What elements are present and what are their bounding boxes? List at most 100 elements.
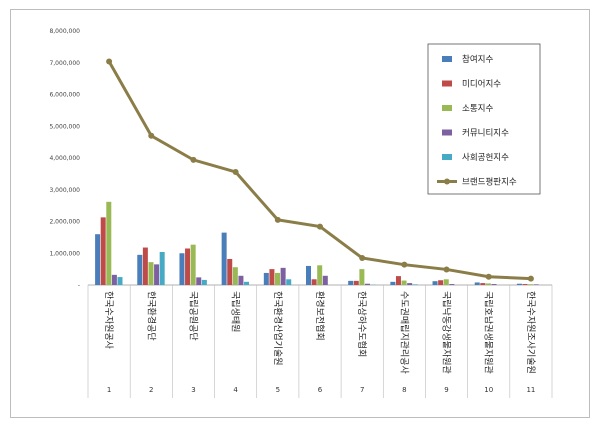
category-index-label: 2	[149, 386, 153, 394]
line-point	[485, 273, 492, 280]
legend-box	[427, 43, 541, 195]
legend-swatch	[442, 105, 452, 111]
bar	[533, 284, 539, 285]
category-name-label: 한국환경공단	[145, 291, 157, 341]
bar	[432, 281, 438, 285]
line-point	[148, 132, 155, 139]
bar	[522, 284, 528, 285]
bar	[179, 253, 185, 285]
line-point	[232, 168, 239, 175]
bar	[159, 251, 165, 285]
bar	[491, 284, 497, 285]
bar	[238, 275, 244, 285]
y-tick-label: 1,000,000	[49, 250, 80, 257]
bar	[364, 283, 370, 285]
line-point	[274, 216, 281, 223]
bar	[137, 254, 143, 285]
category-index-label: 7	[360, 386, 364, 394]
bar	[485, 283, 491, 285]
legend-swatch	[442, 129, 452, 136]
line-point	[527, 275, 534, 282]
category-index-label: 6	[318, 386, 323, 394]
bar	[201, 279, 207, 285]
bar	[286, 279, 292, 285]
legend-line-marker	[444, 178, 450, 185]
y-tick-label: 6,000,000	[49, 92, 80, 99]
bar	[359, 269, 365, 285]
bar	[227, 258, 233, 285]
bar	[95, 234, 101, 285]
category-index-label: 8	[402, 386, 406, 394]
legend-swatch	[442, 56, 452, 62]
y-tick-label: 8,000,000	[49, 28, 80, 35]
bar	[111, 274, 117, 285]
legend-label: 사회공헌지수	[462, 153, 509, 163]
bar	[317, 265, 323, 285]
legend-label: 커뮤니티지수	[462, 128, 509, 139]
legend-label: 소통지수	[462, 104, 493, 114]
category-name-label: 한국수자원조사기술원	[525, 291, 536, 374]
bar	[311, 279, 317, 285]
bar	[395, 276, 401, 285]
bar	[528, 284, 534, 285]
y-tick-label: 3,000,000	[49, 187, 80, 194]
line-point	[359, 255, 366, 262]
bar	[190, 244, 196, 285]
legend-swatch	[442, 154, 452, 160]
legend-swatch	[442, 80, 452, 87]
bar	[353, 280, 359, 285]
bar	[196, 277, 202, 285]
y-tick-label: 5,000,000	[49, 123, 80, 130]
bar	[148, 262, 154, 285]
bar	[244, 281, 250, 285]
bar	[185, 248, 191, 285]
bar	[322, 275, 328, 285]
bar	[474, 282, 480, 285]
y-tick-label: 2,000,000	[49, 219, 80, 226]
category-index-label: 10	[484, 386, 493, 394]
category-index-label: 3	[191, 386, 195, 394]
y-tick-label: 7,000,000	[49, 60, 80, 67]
bar	[516, 283, 522, 285]
bar	[306, 265, 311, 285]
category-name-label: 환경보전협회	[314, 291, 326, 341]
bar	[438, 280, 444, 285]
bar	[390, 281, 396, 285]
category-index-label: 4	[233, 386, 238, 394]
bar	[401, 280, 407, 285]
y-tick-label: 4,000,000	[49, 155, 80, 162]
bar	[106, 201, 112, 285]
bar	[443, 279, 449, 285]
bar	[480, 283, 486, 285]
category-name-label: 한국환경산업기술원	[272, 291, 284, 366]
category-name-label: 국립낙동강생물자원관	[441, 291, 452, 374]
category-name-label: 국립호남권생물자원관	[483, 291, 495, 374]
category-name-label: 수도권매립지관리공사	[398, 291, 410, 375]
category-index-label: 11	[526, 386, 535, 394]
category-name-label: 국립공원공단	[187, 291, 198, 341]
bar	[221, 232, 227, 285]
category-name-label: 한국수자원공사	[103, 291, 114, 350]
legend-label: 미디어지수	[462, 79, 501, 90]
bar	[348, 280, 354, 285]
bar	[275, 272, 281, 285]
category-name-label: 한국상하수도협회	[356, 291, 368, 357]
bar	[263, 272, 269, 285]
bar	[407, 283, 413, 285]
category-index-label: 5	[276, 386, 280, 394]
bar	[100, 217, 106, 285]
bar	[269, 269, 275, 285]
line-point	[401, 261, 408, 268]
category-name-label: 국립생태원	[230, 291, 241, 332]
bar	[232, 267, 238, 285]
line-point	[106, 58, 113, 65]
legend-label: 참여지수	[462, 54, 493, 65]
line-point	[317, 223, 323, 230]
y-tick-label: -	[78, 282, 80, 289]
bar	[412, 284, 418, 285]
bar	[154, 264, 160, 285]
category-index-label: 1	[107, 386, 111, 394]
line-point	[443, 266, 450, 273]
bar	[449, 284, 455, 285]
